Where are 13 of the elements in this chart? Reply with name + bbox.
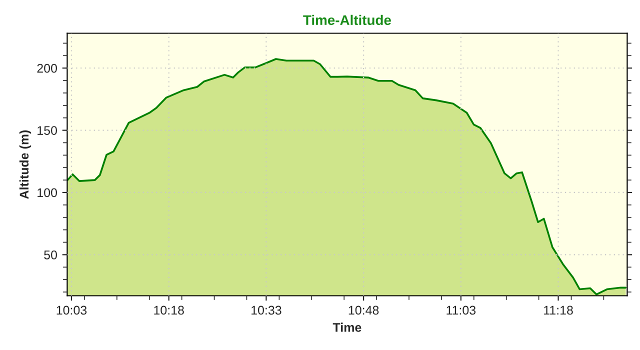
- y-tick-label: 200: [37, 64, 57, 73]
- x-axis-title: Time: [332, 322, 362, 332]
- y-tick-label: 150: [38, 126, 57, 135]
- y-tick-label: 50: [44, 250, 57, 260]
- x-tick-label: 10:18: [154, 306, 184, 315]
- x-tick-label: 10:48: [348, 306, 379, 315]
- x-tick-label: 11:03: [446, 306, 476, 315]
- y-axis-title: Altitude (m): [19, 130, 32, 199]
- x-tick-label: 11:18: [544, 306, 573, 315]
- y-tick-label: 100: [38, 188, 57, 198]
- x-tick-label: 10:03: [56, 306, 87, 315]
- x-tick-label: 10:33: [252, 306, 282, 315]
- chart-title: Time-Altitude: [303, 14, 391, 26]
